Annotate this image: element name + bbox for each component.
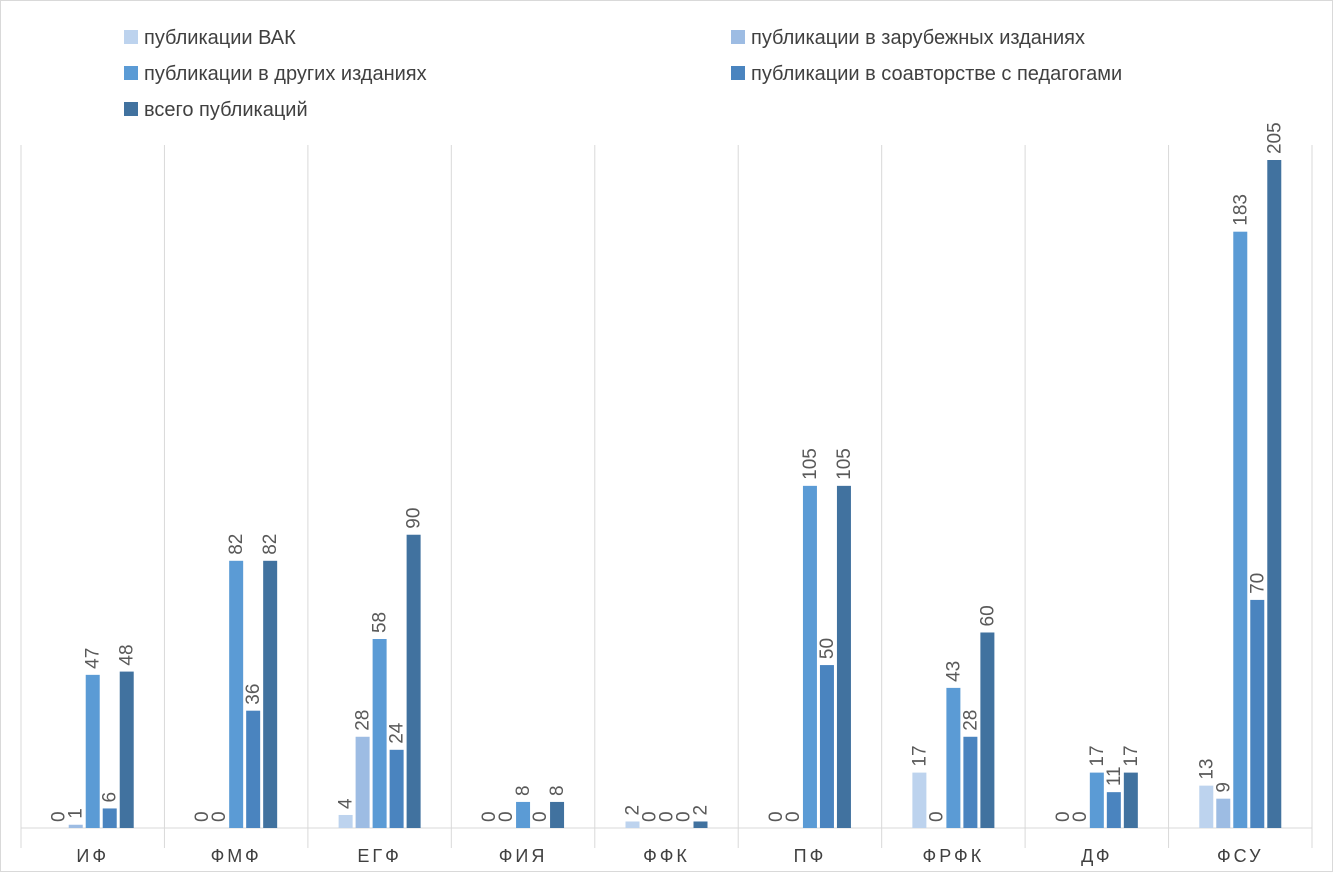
- data-label: 0: [530, 811, 551, 822]
- data-label: 183: [1230, 194, 1251, 226]
- data-label: 0: [783, 811, 804, 822]
- data-label: 17: [1087, 745, 1108, 766]
- bar: [912, 772, 927, 828]
- bar: [85, 674, 100, 828]
- data-label: 43: [943, 661, 964, 682]
- data-label: 13: [1196, 758, 1217, 779]
- legend-swatch: [124, 66, 138, 80]
- category-label: ФМФ: [211, 846, 262, 866]
- bar: [355, 736, 370, 828]
- category-label: ФРФК: [923, 846, 985, 866]
- bar: [1089, 772, 1104, 828]
- bar: [229, 560, 244, 828]
- bar: [625, 821, 640, 828]
- bar: [246, 710, 261, 828]
- bar: [1199, 785, 1214, 828]
- bar: [836, 485, 851, 828]
- data-label: 24: [387, 722, 408, 744]
- bar: [980, 632, 995, 828]
- data-label: 58: [370, 612, 391, 633]
- data-label: 8: [513, 785, 534, 796]
- bar: [389, 749, 404, 828]
- data-label: 50: [817, 638, 838, 659]
- legend-label: публикации в зарубежных изданиях: [751, 27, 1085, 49]
- legend-swatch: [731, 66, 745, 80]
- category-label: ФСУ: [1217, 846, 1264, 866]
- data-label: 105: [800, 448, 821, 480]
- bar: [263, 560, 278, 828]
- bar: [68, 824, 83, 828]
- data-label: 28: [353, 710, 374, 731]
- data-label: 0: [496, 811, 517, 822]
- bar: [1233, 231, 1248, 828]
- data-label: 0: [479, 811, 500, 822]
- bar: [119, 671, 134, 828]
- bar: [802, 485, 817, 828]
- data-label: 82: [260, 534, 281, 555]
- data-label: 205: [1264, 122, 1285, 154]
- data-label: 2: [691, 805, 712, 816]
- legend-label: всего публикаций: [144, 99, 308, 121]
- bar: [550, 801, 565, 828]
- data-label: 4: [336, 798, 357, 809]
- data-label: 36: [243, 684, 264, 705]
- data-label: 0: [766, 811, 787, 822]
- data-label: 60: [977, 605, 998, 626]
- bar: [372, 639, 387, 828]
- bar: [1216, 798, 1231, 828]
- data-label: 8: [547, 785, 568, 796]
- bar: [102, 808, 117, 828]
- bar: [693, 821, 708, 828]
- bar: [963, 736, 978, 828]
- data-label: 90: [404, 508, 425, 529]
- data-label: 1: [66, 808, 87, 819]
- category-label: ЕГФ: [357, 846, 401, 866]
- data-label: 17: [1121, 745, 1142, 766]
- data-label: 47: [83, 648, 104, 669]
- bar: [516, 801, 531, 828]
- bar: [819, 665, 834, 828]
- legend-swatch: [731, 30, 745, 44]
- data-label: 0: [192, 811, 213, 822]
- category-label: ПФ: [794, 846, 827, 866]
- data-label: 0: [926, 811, 947, 822]
- bar: [1123, 772, 1138, 828]
- category-label: ИФ: [76, 846, 109, 866]
- legend-label: публикации в других изданиях: [144, 63, 427, 85]
- data-label: 11: [1104, 766, 1125, 786]
- data-label: 9: [1213, 782, 1234, 793]
- data-label: 17: [909, 745, 930, 766]
- data-label: 0: [640, 811, 661, 822]
- data-label: 70: [1247, 573, 1268, 594]
- legend-label: публикации в соавторстве с педагогами: [751, 63, 1122, 85]
- category-label: ДФ: [1081, 846, 1112, 866]
- legend-label: публикации ВАК: [144, 27, 296, 49]
- data-label: 0: [49, 811, 70, 822]
- data-label: 48: [117, 644, 138, 665]
- data-label: 82: [226, 534, 247, 555]
- data-label: 28: [960, 710, 981, 731]
- data-label: 6: [100, 792, 121, 803]
- data-label: 0: [209, 811, 230, 822]
- bar: [406, 534, 421, 828]
- category-label: ФФК: [643, 846, 690, 866]
- legend-swatch: [124, 102, 138, 116]
- data-label: 2: [623, 805, 644, 816]
- data-label: 105: [834, 448, 855, 480]
- data-label: 0: [674, 811, 695, 822]
- category-label: ФИЯ: [499, 846, 548, 866]
- bar: [338, 814, 353, 828]
- data-label: 0: [1053, 811, 1074, 822]
- bar: [946, 687, 961, 828]
- bar: [1106, 792, 1121, 828]
- legend-swatch: [124, 30, 138, 44]
- data-label: 0: [657, 811, 678, 822]
- bar: [1267, 160, 1282, 828]
- data-label: 0: [1070, 811, 1091, 822]
- bar: [1250, 599, 1265, 828]
